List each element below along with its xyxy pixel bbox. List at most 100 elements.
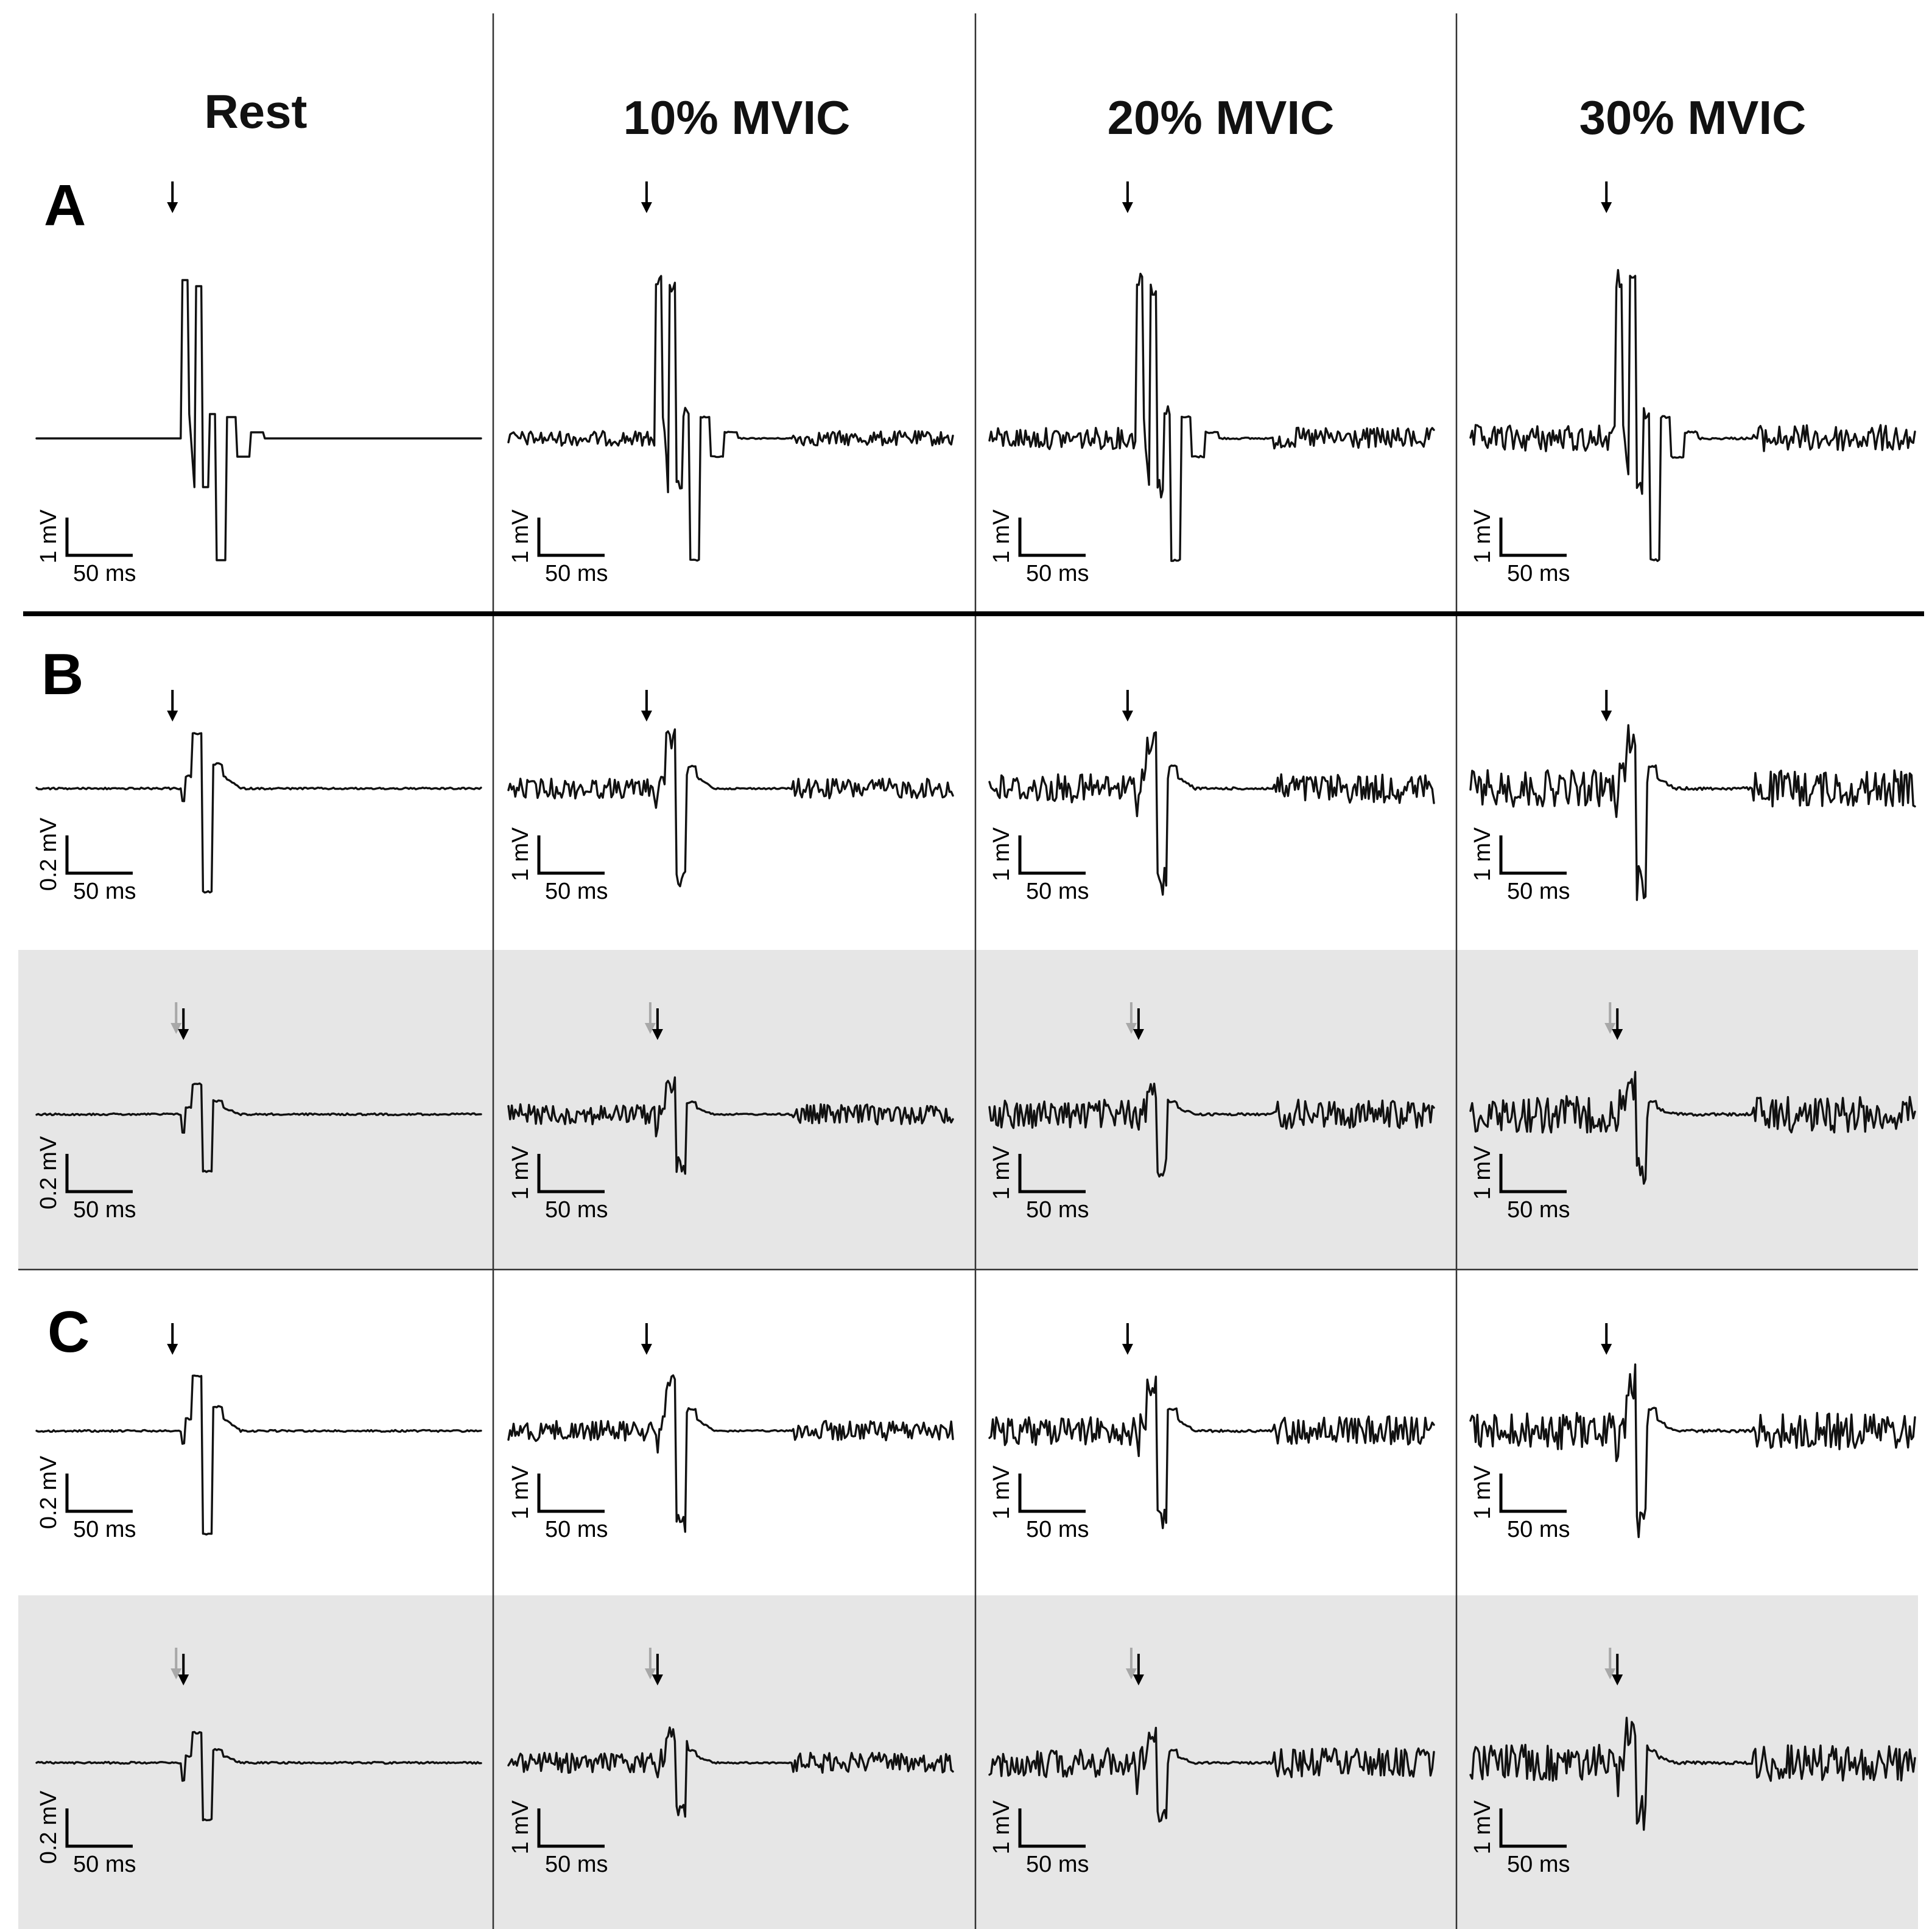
scale-bar-time-label: 50 ms <box>1026 561 1089 586</box>
scale-bar-time-label: 50 ms <box>1026 1517 1089 1542</box>
scale-bar <box>537 1154 605 1193</box>
emg-trace <box>988 1082 1435 1178</box>
panel-r2-c3: 50 ms 1 mV <box>988 690 1435 904</box>
stimulus-arrow-icon <box>641 690 652 722</box>
scale-bar-amplitude-label: 1 mV <box>989 1465 1014 1519</box>
panel-r2-c1: 50 ms 0.2 mV <box>35 690 482 904</box>
stimulus-arrow-icon <box>1122 1323 1133 1355</box>
panel-r5-c1: 50 ms 0.2 mV <box>35 1648 482 1877</box>
scale-bar-amplitude-label: 1 mV <box>36 509 61 563</box>
panel-r5-c2: 50 ms 1 mV <box>507 1648 954 1877</box>
gray-arrow-icon <box>644 1002 656 1034</box>
scale-bar <box>1018 835 1086 875</box>
scale-bar-amplitude-label: 1 mV <box>1470 509 1495 563</box>
scale-bar-amplitude-label: 1 mV <box>508 1800 533 1854</box>
gray-arrow-icon <box>170 1648 182 1679</box>
scale-bar-amplitude-label: 0.2 mV <box>36 1455 61 1529</box>
panel-r4-c4: 50 ms 1 mV <box>1469 1323 1916 1542</box>
column-header-rest: Rest <box>204 85 307 138</box>
scale-bar-time-label: 50 ms <box>1026 879 1089 904</box>
emg-trace <box>35 732 482 894</box>
scale-bar-time-label: 50 ms <box>73 1517 136 1542</box>
scale-bar <box>537 1808 605 1848</box>
scale-bar-time-label: 50 ms <box>73 1852 136 1877</box>
panel-r5-c4: 50 ms 1 mV <box>1469 1648 1916 1877</box>
gray-arrow-icon <box>1604 1648 1616 1679</box>
scale-bar-time-label: 50 ms <box>545 1517 608 1542</box>
black-arrow-icon <box>1612 1008 1623 1040</box>
scale-bar-amplitude-label: 0.2 mV <box>36 1136 61 1209</box>
scale-bar <box>65 1154 133 1193</box>
scale-bar-time-label: 50 ms <box>545 561 608 586</box>
scale-bar-amplitude-label: 1 mV <box>989 827 1014 881</box>
scale-bar-amplitude-label: 1 mV <box>989 1800 1014 1854</box>
scale-bar <box>65 518 133 557</box>
scale-bar-time-label: 50 ms <box>1507 1852 1570 1877</box>
panel-r4-c1: 50 ms 0.2 mV <box>35 1323 482 1542</box>
panel-r1-c3: 50 ms 1 mV <box>988 181 1435 586</box>
scale-bar-time-label: 50 ms <box>1507 879 1570 904</box>
panel-r3-c1: 50 ms 0.2 mV <box>35 1002 482 1223</box>
stimulus-arrow-icon <box>641 1323 652 1355</box>
scale-bar-time-label: 50 ms <box>545 879 608 904</box>
stimulus-arrow-icon <box>1601 690 1612 722</box>
panel-r3-c2: 50 ms 1 mV <box>507 1002 954 1223</box>
black-arrow-icon <box>1133 1654 1144 1685</box>
scale-bar-time-label: 50 ms <box>73 1197 136 1223</box>
scale-bar <box>1018 1474 1086 1513</box>
panel-r2-c4: 50 ms 1 mV <box>1469 690 1916 904</box>
emg-trace <box>988 1376 1435 1530</box>
scale-bar <box>65 1474 133 1513</box>
scale-bar-time-label: 50 ms <box>545 1852 608 1877</box>
scale-bar <box>65 835 133 875</box>
emg-trace <box>507 275 954 562</box>
panel-r1-c2: 50 ms 1 mV <box>507 181 954 586</box>
scale-bar-amplitude-label: 1 mV <box>1470 1145 1495 1200</box>
section-label-a: A <box>44 173 86 238</box>
black-arrow-icon <box>652 1654 663 1685</box>
emg-trace <box>507 728 954 888</box>
scale-bar <box>537 518 605 557</box>
emg-trace <box>988 1726 1435 1823</box>
black-arrow-icon <box>652 1008 663 1040</box>
scale-bar-amplitude-label: 0.2 mV <box>36 1790 61 1864</box>
scale-bar-amplitude-label: 1 mV <box>508 509 533 563</box>
black-arrow-icon <box>178 1654 189 1685</box>
scale-bar <box>1018 518 1086 557</box>
trace-panels: 50 ms 1 mV 50 ms 1 mV 50 ms 1 mV 50 ms 1 mV 50 m… <box>35 181 1916 1877</box>
scale-bar-amplitude-label: 1 mV <box>508 827 533 881</box>
gray-arrow-icon <box>170 1002 182 1034</box>
emg-trace <box>35 1730 482 1822</box>
column-header-30-mvic: 30% MVIC <box>1579 91 1807 144</box>
panel-r1-c4: 50 ms 1 mV <box>1469 181 1916 586</box>
black-arrow-icon <box>178 1008 189 1040</box>
scale-bar <box>537 1474 605 1513</box>
stimulus-arrow-icon <box>1122 690 1133 722</box>
emg-trace <box>35 1374 482 1536</box>
scale-bar-time-label: 50 ms <box>73 561 136 586</box>
panel-r3-c4: 50 ms 1 mV <box>1469 1002 1916 1223</box>
scale-bar-amplitude-label: 1 mV <box>1470 827 1495 881</box>
stimulus-arrow-icon <box>167 1323 178 1355</box>
scale-bar-amplitude-label: 1 mV <box>989 509 1014 563</box>
emg-trace <box>1469 269 1916 562</box>
scale-bar-amplitude-label: 1 mV <box>1470 1465 1495 1519</box>
section-label-b: B <box>41 642 83 707</box>
scale-bar-time-label: 50 ms <box>545 1197 608 1223</box>
emg-trace <box>35 1082 482 1173</box>
scale-bar-amplitude-label: 1 mV <box>508 1465 533 1519</box>
scale-bar-time-label: 50 ms <box>1026 1197 1089 1223</box>
scale-bar-time-label: 50 ms <box>73 879 136 904</box>
stimulus-arrow-icon <box>641 181 652 213</box>
stimulus-arrow-icon <box>167 181 178 213</box>
emg-trace <box>507 1076 954 1175</box>
scale-bar <box>1499 835 1567 875</box>
emg-trace <box>988 731 1435 896</box>
scale-bar-amplitude-label: 1 mV <box>989 1145 1014 1200</box>
emg-trace <box>507 1374 954 1533</box>
emg-trace <box>988 272 1435 562</box>
stimulus-arrow-icon <box>1601 181 1612 213</box>
panel-r2-c2: 50 ms 1 mV <box>507 690 954 904</box>
scale-bar-amplitude-label: 0.2 mV <box>36 817 61 891</box>
